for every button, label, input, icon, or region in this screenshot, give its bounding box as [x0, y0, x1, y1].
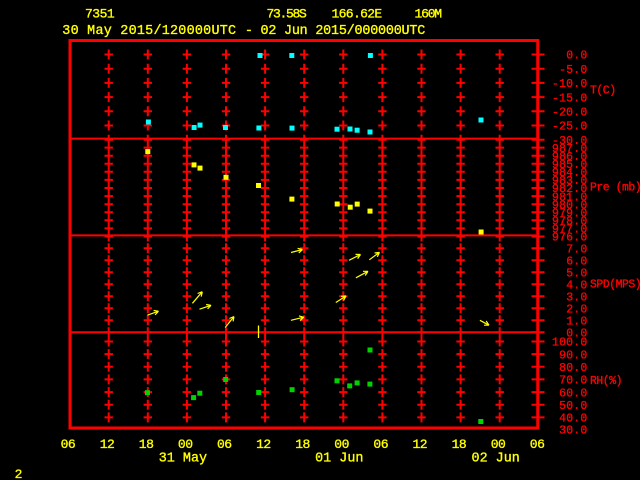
svg-text:1.0: 1.0 [566, 315, 587, 328]
svg-text:0.0: 0.0 [566, 50, 587, 63]
svg-text:73.58S: 73.58S [267, 6, 308, 21]
svg-text:5.0: 5.0 [566, 267, 587, 280]
svg-text:60.0: 60.0 [559, 387, 587, 400]
svg-text:976.0: 976.0 [552, 232, 588, 245]
svg-text:90.0: 90.0 [559, 349, 587, 362]
svg-text:06: 06 [217, 437, 232, 452]
svg-text:-25.0: -25.0 [552, 121, 588, 134]
svg-text:2: 2 [15, 467, 23, 480]
svg-text:18: 18 [139, 437, 154, 452]
svg-text:Pre (mb): Pre (mb) [590, 182, 640, 195]
svg-text:4.0: 4.0 [566, 279, 587, 292]
svg-text:18: 18 [452, 437, 467, 452]
svg-text:30 May 2015/120000UTC: 30 May 2015/120000UTC [62, 24, 236, 39]
svg-text:RH(%): RH(%) [590, 375, 622, 388]
svg-text:06: 06 [530, 437, 545, 452]
svg-text:979.0: 979.0 [552, 207, 588, 220]
svg-text:981.0: 981.0 [552, 191, 588, 204]
svg-text:18: 18 [295, 437, 310, 452]
svg-text:984.0: 984.0 [552, 167, 588, 180]
svg-text:978.0: 978.0 [552, 216, 588, 229]
svg-text:985.0: 985.0 [552, 159, 588, 172]
svg-text:01 Jun: 01 Jun [315, 452, 363, 467]
svg-text:70.0: 70.0 [559, 375, 587, 388]
svg-text:-20.0: -20.0 [552, 107, 588, 120]
svg-text:6.0: 6.0 [566, 255, 587, 268]
svg-text:06: 06 [61, 437, 76, 452]
svg-text:SPD(MPS): SPD(MPS) [590, 279, 640, 292]
svg-text:12: 12 [256, 437, 271, 452]
svg-text:986.0: 986.0 [552, 151, 588, 164]
svg-text:977.0: 977.0 [552, 224, 588, 237]
svg-text:80.0: 80.0 [559, 362, 587, 375]
svg-text:7351: 7351 [85, 6, 115, 21]
svg-text:12: 12 [100, 437, 115, 452]
svg-text:00: 00 [491, 437, 506, 452]
svg-text:-: - [245, 24, 253, 39]
svg-text:160M: 160M [415, 6, 442, 21]
svg-text:40.0: 40.0 [559, 413, 587, 426]
svg-text:983.0: 983.0 [552, 175, 588, 188]
svg-text:980.0: 980.0 [552, 199, 588, 212]
svg-text:7.0: 7.0 [566, 243, 587, 256]
svg-text:31 May: 31 May [159, 452, 207, 467]
svg-text:987.0: 987.0 [552, 143, 588, 156]
svg-text:982.0: 982.0 [552, 183, 588, 196]
svg-text:-5.0: -5.0 [559, 64, 587, 77]
svg-text:3.0: 3.0 [566, 291, 587, 304]
svg-text:-30.0: -30.0 [552, 135, 588, 148]
svg-text:00: 00 [178, 437, 193, 452]
svg-text:T(C): T(C) [590, 84, 616, 97]
svg-text:06: 06 [373, 437, 388, 452]
svg-text:02 Jun: 02 Jun [472, 452, 520, 467]
svg-text:-10.0: -10.0 [552, 78, 588, 91]
svg-text:30.0: 30.0 [559, 425, 587, 438]
svg-text:00: 00 [334, 437, 349, 452]
svg-text:166.62E: 166.62E [332, 6, 383, 21]
svg-text:0.0: 0.0 [566, 327, 587, 340]
svg-text:02 Jun 2015/000000UTC: 02 Jun 2015/000000UTC [261, 24, 426, 39]
svg-text:12: 12 [412, 437, 427, 452]
svg-text:-15.0: -15.0 [552, 92, 588, 105]
svg-text:2.0: 2.0 [566, 303, 587, 316]
svg-text:50.0: 50.0 [559, 400, 587, 413]
svg-text:100.0: 100.0 [552, 337, 588, 350]
